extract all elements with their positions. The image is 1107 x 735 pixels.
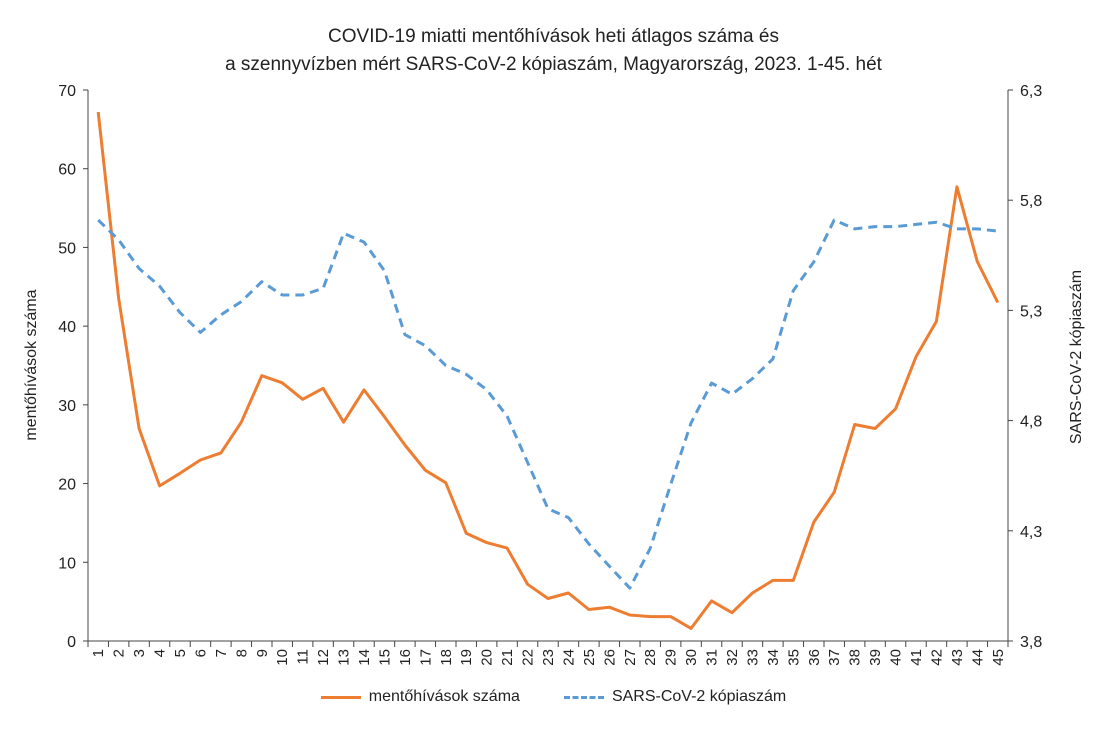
x-tick-label: 6 [192, 649, 209, 657]
y-left-tick-label: 0 [67, 634, 76, 651]
x-tick-label: 26 [601, 649, 618, 666]
x-tick-label: 36 [806, 649, 823, 666]
x-tick-label: 38 [847, 649, 864, 666]
x-tick-label: 34 [765, 649, 782, 666]
y-left-tick-label: 30 [58, 398, 76, 415]
x-tick-label: 18 [438, 649, 455, 666]
y-right-tick-label: 6,3 [1020, 83, 1042, 100]
x-tick-label: 41 [908, 649, 925, 666]
x-tick-label: 8 [233, 649, 250, 657]
x-tick-label: 33 [744, 649, 761, 666]
x-tick-label: 19 [458, 649, 475, 666]
x-tick-label: 20 [479, 649, 496, 666]
x-tick-label: 3 [131, 649, 148, 657]
x-tick-label: 23 [540, 649, 557, 666]
x-tick-label: 27 [622, 649, 639, 666]
x-tick-label: 12 [315, 649, 332, 666]
legend-item-copies: SARS-CoV-2 kópiaszám [563, 688, 787, 706]
x-tick-label: 45 [990, 649, 1007, 666]
x-tick-label: 37 [826, 649, 843, 666]
x-tick-label: 16 [397, 649, 414, 666]
x-tick-label: 31 [704, 649, 721, 666]
x-tick-label: 7 [213, 649, 230, 657]
series-line-calls [96, 111, 1000, 630]
x-tick-label: 11 [295, 649, 312, 665]
x-tick-label: 10 [274, 649, 291, 666]
x-tick-label: 32 [724, 649, 741, 666]
legend-label-calls: mentőhívások száma [368, 688, 520, 705]
x-tick-label: 42 [928, 649, 945, 666]
x-tick-label: 35 [785, 649, 802, 666]
chart-title-line-2: a szennyvízben mért SARS-CoV-2 kópiaszám… [225, 54, 882, 75]
x-tick-label: 14 [356, 649, 373, 666]
legend-swatch-copies [563, 695, 604, 699]
x-tick-label: 15 [376, 649, 393, 666]
legend-label-copies: SARS-CoV-2 kópiaszám [611, 688, 787, 705]
chart-title-line-1: COVID-19 miatti mentőhívások heti átlago… [328, 26, 779, 47]
x-tick-label: 17 [417, 649, 434, 666]
x-tick-label: 25 [581, 649, 598, 666]
x-tick-label: 43 [949, 649, 966, 666]
x-tick-label: 9 [254, 649, 271, 657]
y-left-tick-label: 60 [58, 162, 76, 179]
legend-swatch-calls [320, 695, 361, 699]
x-tick-label: 13 [336, 649, 353, 666]
x-tick-label: 1 [90, 649, 107, 657]
y-right-tick-label: 4,3 [1020, 524, 1042, 541]
x-tick-label: 22 [520, 649, 537, 666]
x-tick-label: 44 [969, 649, 986, 666]
series-line-copies [97, 218, 998, 590]
x-tick-label: 30 [683, 649, 700, 666]
y-left-tick-label: 70 [58, 83, 76, 100]
y-left-tick-label: 40 [58, 319, 76, 336]
legend: mentőhívások száma SARS-CoV-2 kópiaszám [0, 688, 1107, 706]
y-right-tick-label: 5,3 [1020, 303, 1042, 320]
y-right-tick-label: 4,8 [1020, 414, 1042, 431]
x-tick-label: 21 [499, 649, 516, 666]
x-tick-label: 28 [642, 649, 659, 666]
x-tick-label: 24 [560, 649, 577, 666]
x-tick-label: 4 [152, 649, 169, 657]
y-left-tick-label: 20 [58, 477, 76, 494]
y-left-tick-label: 50 [58, 240, 76, 257]
legend-item-calls: mentőhívások száma [320, 688, 520, 706]
x-tick-label: 2 [111, 649, 128, 657]
x-tick-label: 5 [172, 649, 189, 657]
x-tick-label: 40 [888, 649, 905, 666]
y-right-tick-label: 3,8 [1020, 634, 1042, 651]
x-tick-label: 29 [663, 649, 680, 666]
y-right-tick-label: 5,8 [1020, 193, 1042, 210]
y-left-tick-label: 10 [58, 555, 76, 572]
x-tick-label: 39 [867, 649, 884, 666]
